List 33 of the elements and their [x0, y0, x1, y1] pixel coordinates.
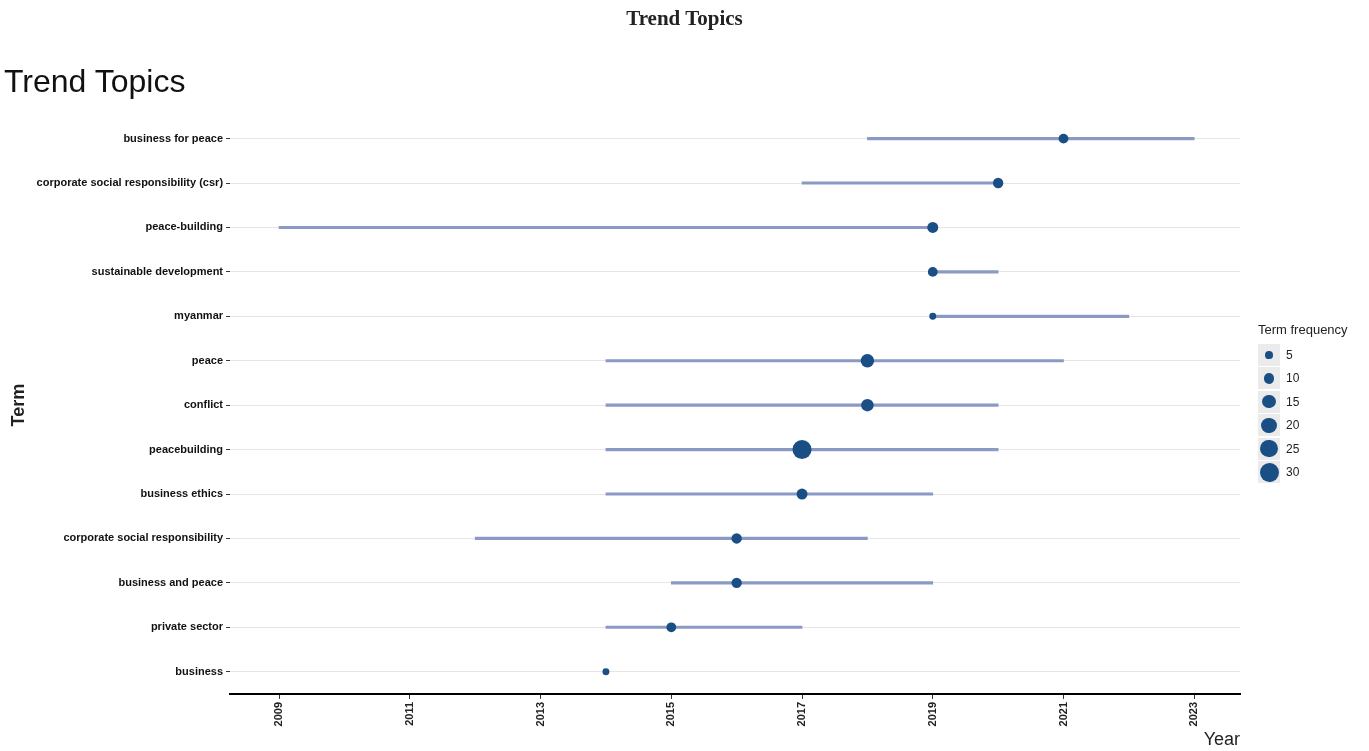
- legend-label: 10: [1286, 371, 1300, 386]
- legend-label: 30: [1286, 465, 1300, 480]
- y-tick-label: myanmar: [174, 309, 224, 322]
- legend-title: Term frequency: [1258, 322, 1348, 337]
- legend-label: 20: [1286, 418, 1300, 433]
- x-axis-title: Year: [1203, 729, 1240, 750]
- y-axis-title: Term: [7, 383, 28, 427]
- x-tick-label: 2009: [272, 701, 285, 727]
- legend-label: 25: [1286, 441, 1300, 456]
- chart-subtitle: Trend Topics: [4, 63, 186, 100]
- y-tick-label: business for peace: [123, 131, 224, 144]
- y-tick-label: business and peace: [118, 575, 224, 588]
- x-tick-label: 2017: [795, 701, 808, 727]
- y-tick-label: peace-building: [145, 220, 224, 233]
- y-tick-label: private sector: [150, 620, 224, 633]
- y-tick-label: business ethics: [140, 487, 224, 500]
- chart-title: Trend Topics: [625, 6, 744, 31]
- y-tick-label: peace: [191, 353, 224, 366]
- y-tick-label: sustainable development: [91, 264, 224, 277]
- x-tick-label: 2013: [533, 701, 546, 727]
- y-tick-label: peacebuilding: [149, 442, 224, 455]
- legend-label: 5: [1286, 347, 1293, 362]
- x-tick-label: 2015: [664, 701, 677, 727]
- y-tick-label: business: [175, 664, 224, 677]
- y-tick-label: conflict: [183, 398, 224, 411]
- x-tick-label: 2023: [1187, 701, 1200, 727]
- bar: [605, 448, 999, 452]
- x-tick-label: 2021: [1056, 701, 1069, 727]
- y-tick-label: corporate social responsibility: [63, 531, 224, 544]
- y-tick-label: corporate social responsibility (csr): [36, 176, 224, 189]
- x-tick-label: 2019: [925, 701, 938, 727]
- x-tick-label: 2011: [402, 701, 415, 726]
- legend-label: 15: [1286, 394, 1300, 409]
